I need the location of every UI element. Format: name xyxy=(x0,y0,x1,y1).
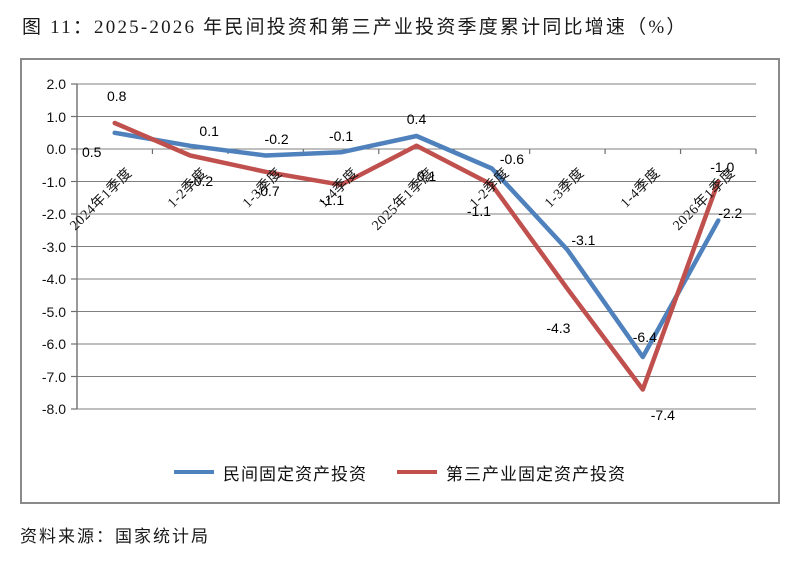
data-label: -0.1 xyxy=(328,128,354,145)
y-axis-tick-label: -5.0 xyxy=(41,303,66,320)
data-label: -1.1 xyxy=(466,202,491,219)
data-label: -3.1 xyxy=(571,231,596,248)
legend-line-swatch xyxy=(174,470,214,474)
y-axis-tick-label: -1.0 xyxy=(41,173,66,190)
data-label: -1.1 xyxy=(319,191,345,208)
y-axis-tick-label: 0.0 xyxy=(46,141,66,157)
y-axis-tick-label: 2.0 xyxy=(46,76,66,92)
y-axis-tick-label: -7.0 xyxy=(41,368,66,385)
legend: 民间固定资产投资 第三产业固定资产投资 xyxy=(22,458,778,486)
y-axis-tick-label: 1.0 xyxy=(46,108,66,125)
legend-label: 第三产业固定资产投资 xyxy=(446,464,626,484)
chart-title: 图 11：2025-2026 年民间投资和第三产业投资季度累计同比增速（%） xyxy=(22,17,688,38)
data-label: -7.4 xyxy=(650,406,675,423)
data-label: 0.1 xyxy=(199,122,219,139)
data-label: -0.7 xyxy=(255,182,280,199)
data-label: -0.2 xyxy=(264,130,289,147)
legend-line-swatch xyxy=(397,470,437,474)
legend-item: 第三产业固定资产投资 xyxy=(397,460,626,485)
data-label: -4.3 xyxy=(546,319,571,336)
series-line-1 xyxy=(112,120,721,392)
y-axis-tick-label: -3.0 xyxy=(41,238,66,255)
legend-item: 民间固定资产投资 xyxy=(174,460,367,485)
legend-label: 民间固定资产投资 xyxy=(223,464,367,484)
y-axis-tick-label: -4.0 xyxy=(41,271,66,287)
chart-frame: 2.0 1.0 0.0 -1.0 -2.0 -3.0 -4.0 -5.0 -6.0 -7.0 -8.… xyxy=(20,58,780,504)
data-label: 0.5 xyxy=(81,143,102,160)
data-label: -0.2 xyxy=(189,172,214,189)
series-line-0 xyxy=(112,130,721,360)
data-label: 0.1 xyxy=(416,167,437,184)
plot-area xyxy=(71,83,757,410)
y-axis-tick-label: -6.0 xyxy=(41,336,66,352)
data-label: -1.0 xyxy=(710,158,735,175)
data-label: 0.4 xyxy=(406,111,427,127)
data-label: -6.4 xyxy=(632,329,657,345)
y-axis-tick-label: -8.0 xyxy=(41,401,66,417)
data-label: -0.6 xyxy=(499,150,524,167)
source-note: 资料来源：国家统计局 xyxy=(20,527,210,546)
data-label: -2.2 xyxy=(718,204,743,221)
y-axis-tick-label: -2.0 xyxy=(41,206,66,222)
data-label: 0.8 xyxy=(106,88,127,104)
